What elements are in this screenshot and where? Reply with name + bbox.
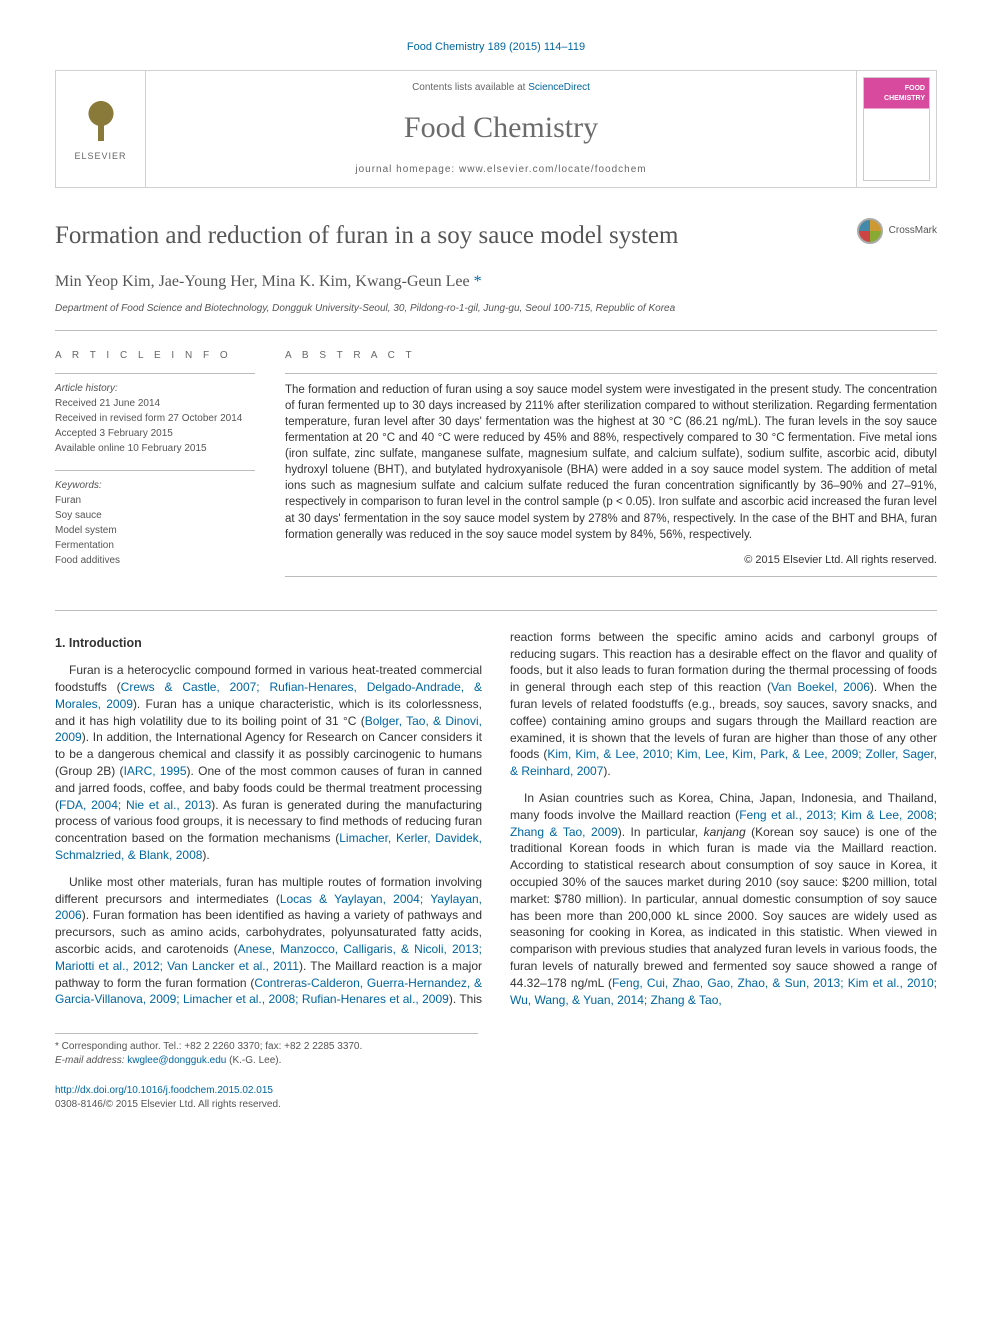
keyword: Furan: [55, 494, 255, 508]
keyword: Food additives: [55, 554, 255, 568]
history-item: Available online 10 February 2015: [55, 442, 255, 456]
authors: Min Yeop Kim, Jae-Young Her, Mina K. Kim…: [55, 271, 937, 293]
cover-thumbnail: [856, 71, 936, 187]
article-title: Formation and reduction of furan in a so…: [55, 218, 857, 253]
divider: [55, 330, 937, 331]
keywords-label: Keywords:: [55, 479, 255, 493]
corr-author-line: * Corresponding author. Tel.: +82 2 2260…: [55, 1040, 478, 1054]
body-text: 1. Introduction Furan is a heterocyclic …: [55, 629, 937, 1013]
crossmark-label: CrossMark: [889, 224, 937, 238]
info-heading: A R T I C L E I N F O: [55, 349, 255, 363]
homepage-url[interactable]: www.elsevier.com/locate/foodchem: [459, 164, 647, 175]
paragraph: Furan is a heterocyclic compound formed …: [55, 662, 482, 864]
abstract-heading: A B S T R A C T: [285, 349, 937, 363]
journal-header: ELSEVIER Contents lists available at Sci…: [55, 70, 937, 188]
history-item: Received 21 June 2014: [55, 397, 255, 411]
affiliation: Department of Food Science and Biotechno…: [55, 302, 937, 316]
history-item: Received in revised form 27 October 2014: [55, 412, 255, 426]
corr-marker: *: [474, 273, 482, 290]
homepage-line: journal homepage: www.elsevier.com/locat…: [166, 163, 836, 177]
corresponding-footnote: * Corresponding author. Tel.: +82 2 2260…: [55, 1033, 478, 1068]
paragraph: In Asian countries such as Korea, China,…: [510, 790, 937, 1008]
keyword: Soy sauce: [55, 509, 255, 523]
header-center: Contents lists available at ScienceDirec…: [146, 71, 856, 187]
citation[interactable]: IARC, 1995: [124, 764, 187, 778]
journal-name: Food Chemistry: [166, 107, 836, 149]
email-label: E-mail address:: [55, 1055, 127, 1066]
abstract: A B S T R A C T The formation and reduct…: [285, 349, 937, 582]
keyword: Model system: [55, 524, 255, 538]
elsevier-tree-icon: [76, 96, 126, 146]
article-info: A R T I C L E I N F O Article history: R…: [55, 349, 255, 582]
crossmark-icon: [857, 218, 883, 244]
homepage-prefix: journal homepage:: [355, 164, 459, 175]
crossmark-badge[interactable]: CrossMark: [857, 218, 937, 244]
cover-image: [863, 77, 930, 181]
keywords-block: Keywords: Furan Soy sauce Model system F…: [55, 479, 255, 568]
journal-reference: Food Chemistry 189 (2015) 114–119: [55, 40, 937, 55]
citation[interactable]: Van Boekel, 2006: [771, 680, 870, 694]
sciencedirect-link[interactable]: ScienceDirect: [528, 82, 590, 93]
abstract-copyright: © 2015 Elsevier Ltd. All rights reserved…: [285, 553, 937, 568]
citation[interactable]: FDA, 2004; Nie et al., 2013: [59, 798, 211, 812]
citation[interactable]: Kim, Kim, & Lee, 2010; Kim, Lee, Kim, Pa…: [510, 747, 937, 778]
divider: [55, 610, 937, 611]
issn-copyright: 0308-8146/© 2015 Elsevier Ltd. All right…: [55, 1098, 937, 1112]
authors-list: Min Yeop Kim, Jae-Young Her, Mina K. Kim…: [55, 273, 470, 290]
keyword: Fermentation: [55, 539, 255, 553]
italic-term: kanjang: [704, 825, 746, 839]
publisher-name: ELSEVIER: [74, 150, 126, 163]
contents-prefix: Contents lists available at: [412, 82, 528, 93]
doi-link[interactable]: http://dx.doi.org/10.1016/j.foodchem.201…: [55, 1084, 937, 1098]
history-label: Article history:: [55, 382, 255, 396]
article-history: Article history: Received 21 June 2014 R…: [55, 382, 255, 456]
history-item: Accepted 3 February 2015: [55, 427, 255, 441]
section-heading: 1. Introduction: [55, 635, 482, 653]
contents-line: Contents lists available at ScienceDirec…: [166, 81, 836, 95]
publisher-logo: ELSEVIER: [56, 71, 146, 187]
abstract-text: The formation and reduction of furan usi…: [285, 382, 937, 543]
email-link[interactable]: kwglee@dongguk.edu: [127, 1055, 226, 1066]
email-suffix: (K.-G. Lee).: [226, 1055, 281, 1066]
